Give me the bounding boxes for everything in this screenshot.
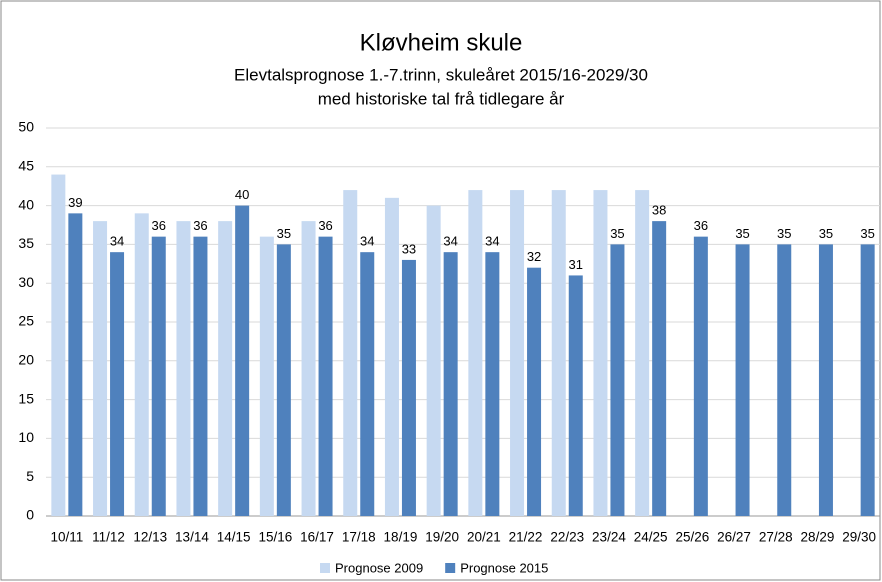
data-label: 32 — [527, 249, 541, 264]
data-label: 34 — [485, 234, 499, 249]
x-tick-label: 11/12 — [92, 530, 125, 545]
x-tick-label: 19/20 — [425, 530, 459, 545]
legend-label: Prognose 2009 — [335, 560, 423, 575]
x-tick-label: 22/23 — [550, 530, 584, 545]
data-label: 35 — [277, 226, 291, 241]
data-label: 34 — [443, 234, 457, 249]
x-tick-label: 16/17 — [300, 530, 334, 545]
legend-swatch — [445, 563, 456, 573]
bar — [777, 244, 792, 516]
y-tick-label: 0 — [26, 507, 34, 523]
bar — [134, 213, 149, 517]
bar — [818, 244, 833, 516]
x-tick-label: 26/27 — [717, 530, 751, 545]
y-tick-label: 15 — [18, 390, 34, 406]
bar — [735, 244, 750, 516]
data-label: 31 — [569, 257, 583, 272]
bar — [527, 267, 542, 516]
bar — [68, 213, 83, 517]
x-tick-label: 20/21 — [467, 530, 501, 545]
y-tick-label: 45 — [18, 158, 34, 174]
data-label: 35 — [777, 226, 791, 241]
x-tick-label: 24/25 — [634, 530, 668, 545]
bar — [360, 252, 375, 516]
data-label: 40 — [235, 187, 249, 202]
x-tick-label: 17/18 — [342, 530, 376, 545]
y-tick-label: 20 — [18, 352, 34, 368]
data-label: 38 — [652, 203, 666, 218]
bar — [301, 221, 316, 516]
data-label: 36 — [318, 218, 332, 233]
y-tick-label: 35 — [18, 235, 34, 251]
y-tick-label: 5 — [26, 468, 34, 484]
data-label: 35 — [860, 226, 874, 241]
x-tick-label: 25/26 — [675, 530, 709, 545]
bar — [593, 190, 608, 516]
data-label: 35 — [610, 226, 624, 241]
bar — [259, 236, 274, 516]
bar — [693, 236, 708, 516]
data-label: 39 — [68, 195, 82, 210]
x-tick-label: 28/29 — [801, 530, 835, 545]
data-label: 36 — [694, 218, 708, 233]
bar — [610, 244, 625, 516]
data-label: 35 — [735, 226, 749, 241]
bar — [218, 221, 233, 516]
data-label: 36 — [193, 218, 207, 233]
x-tick-label: 23/24 — [592, 530, 626, 545]
x-tick-label: 12/13 — [133, 530, 167, 545]
bar — [193, 236, 208, 516]
bar — [468, 190, 483, 516]
x-tick-label: 29/30 — [842, 530, 876, 545]
legend-swatch — [320, 563, 330, 573]
x-tick-label: 14/15 — [217, 530, 251, 545]
y-tick-label: 40 — [18, 196, 34, 212]
bar — [652, 221, 667, 516]
chart-subtitle: med historiske tal frå tidlegare år — [318, 89, 565, 108]
x-tick-label: 27/28 — [759, 530, 793, 545]
bar — [318, 236, 333, 516]
bar — [110, 252, 125, 516]
bar — [443, 252, 458, 516]
bar — [568, 275, 583, 516]
legend-label: Prognose 2015 — [460, 560, 548, 575]
chart-subtitle: Elevtalsprognose 1.-7.trinn, skuleåret 2… — [234, 65, 648, 84]
chart-title: Kløvheim skule — [360, 29, 523, 56]
bar — [235, 205, 250, 516]
bar — [151, 236, 166, 516]
y-tick-label: 25 — [18, 313, 34, 329]
data-label: 36 — [152, 218, 166, 233]
x-tick-label: 10/11 — [50, 530, 83, 545]
bar — [384, 197, 399, 516]
bar — [51, 174, 66, 516]
bar — [426, 205, 441, 516]
bar — [343, 190, 358, 516]
x-tick-label: 21/22 — [509, 530, 543, 545]
y-tick-label: 50 — [18, 119, 34, 135]
y-tick-label: 30 — [18, 274, 34, 290]
bar — [401, 259, 416, 516]
y-tick-label: 10 — [18, 429, 34, 445]
bar — [176, 221, 191, 516]
data-label: 34 — [110, 234, 124, 249]
x-tick-label: 18/19 — [384, 530, 418, 545]
bar — [510, 190, 525, 516]
x-tick-label: 15/16 — [258, 530, 292, 545]
x-tick-label: 13/14 — [175, 530, 209, 545]
data-label: 35 — [819, 226, 833, 241]
bar — [635, 190, 650, 516]
bar — [276, 244, 291, 516]
bar — [551, 190, 566, 516]
data-label: 34 — [360, 234, 374, 249]
data-label: 33 — [402, 241, 416, 256]
bar — [93, 221, 108, 516]
bar — [485, 252, 500, 516]
bar — [860, 244, 875, 516]
